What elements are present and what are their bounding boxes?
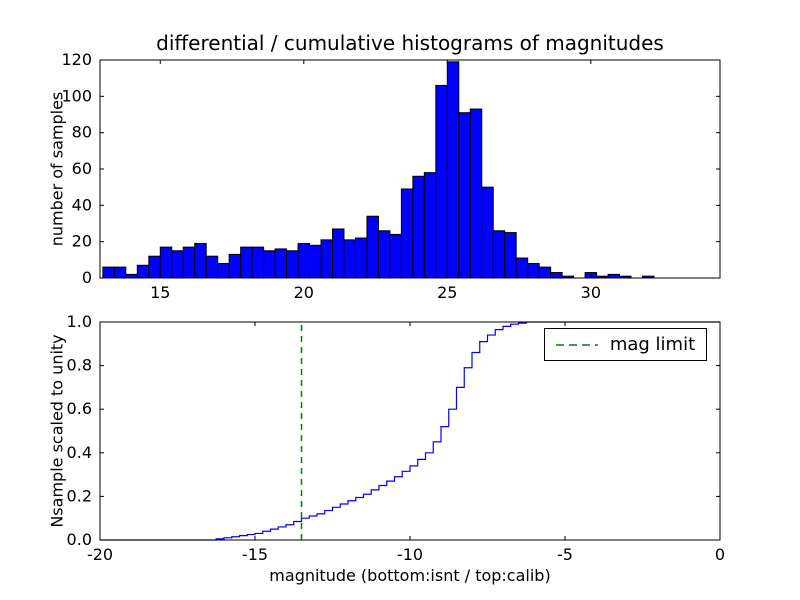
histogram-bar xyxy=(354,237,368,279)
y-tick-label: 60 xyxy=(72,159,92,178)
histogram-bar xyxy=(435,84,448,279)
bottom-cumulative-plot: -20 -15 -10 -5 0 0.0 0.2 0.4 0.6 0.8 1.0 xyxy=(67,312,726,564)
histogram-bar xyxy=(309,244,322,279)
y-tick-label: 80 xyxy=(72,123,92,142)
histogram-bar xyxy=(297,242,311,279)
histogram-bar xyxy=(286,250,299,279)
top-y-axis-label: number of samples xyxy=(47,91,67,247)
x-axis-label: magnitude (bottom:isnt / top:calib) xyxy=(269,566,551,585)
bottom-y-axis-label: Nsample scaled to unity xyxy=(47,334,67,528)
y-tick-label: 40 xyxy=(72,195,92,214)
histogram-bar xyxy=(125,273,138,279)
histogram-bar xyxy=(240,246,253,279)
y-tick-label: 0.6 xyxy=(67,399,92,418)
legend-label: mag limit xyxy=(609,334,696,355)
y-tick-label: 0.2 xyxy=(67,486,92,505)
histogram-bar xyxy=(228,253,242,279)
histogram-bar xyxy=(102,266,115,279)
y-tick-label: 0.0 xyxy=(67,530,92,549)
histogram-bar xyxy=(538,266,552,279)
histogram-bar xyxy=(366,215,379,279)
y-tick-label: 1.0 xyxy=(67,312,92,331)
histogram-bar xyxy=(343,239,356,279)
histogram-bar xyxy=(217,262,230,279)
histogram-bar xyxy=(469,108,483,279)
legend-dashed-line-icon xyxy=(555,343,598,346)
histogram-bar xyxy=(504,232,517,279)
cumulative-step-line xyxy=(100,321,720,541)
x-tick-label: -5 xyxy=(557,545,573,564)
histogram-bar xyxy=(446,61,460,279)
x-tick-label: 15 xyxy=(150,283,170,302)
histogram-bar xyxy=(400,188,414,279)
histogram-bar xyxy=(527,262,540,279)
x-tick-label: -20 xyxy=(87,545,113,564)
x-tick-label: 20 xyxy=(294,283,314,302)
x-tick-label: 0 xyxy=(715,545,725,564)
histogram-bar xyxy=(113,266,127,279)
y-tick-label: 0.4 xyxy=(67,443,92,462)
histogram-bar xyxy=(205,255,219,279)
histogram-bar xyxy=(332,228,345,279)
x-tick-label: 30 xyxy=(581,283,601,302)
legend: mag limit xyxy=(544,328,707,361)
histogram-bar xyxy=(136,264,150,279)
chart-title: differential / cumulative histograms of … xyxy=(156,31,664,55)
y-tick-label: 120 xyxy=(61,50,92,69)
histogram-bar xyxy=(263,250,276,279)
histogram-bar xyxy=(171,250,184,279)
histogram-bar xyxy=(320,239,334,279)
histogram-bar xyxy=(550,272,563,279)
histogram-bar xyxy=(515,257,529,279)
histogram-bar xyxy=(194,242,207,279)
y-tick-label: 0 xyxy=(82,268,92,287)
histogram-bar xyxy=(148,255,161,279)
histogram-bar xyxy=(423,172,437,279)
histogram-bar xyxy=(412,175,425,279)
histogram-bar xyxy=(481,186,494,279)
y-tick-label: 100 xyxy=(61,86,92,105)
histogram-bar xyxy=(251,246,265,279)
x-tick-label: -10 xyxy=(397,545,423,564)
histogram-bar xyxy=(458,112,471,279)
top-histogram-plot: 15 20 25 30 0 20 40 60 80 100 120 xyxy=(61,50,721,302)
y-tick-label: 20 xyxy=(72,232,92,251)
histogram-bar xyxy=(159,246,173,279)
y-tick-label: 0.8 xyxy=(67,356,92,375)
x-tick-label: -15 xyxy=(242,545,268,564)
x-tick-label: 25 xyxy=(437,283,457,302)
histogram-bar xyxy=(377,230,391,279)
histogram-bar xyxy=(492,230,506,279)
histogram-bar xyxy=(182,246,196,279)
histogram-bar xyxy=(274,248,288,279)
histogram-bar xyxy=(389,233,402,279)
histogram-bar xyxy=(607,273,621,279)
